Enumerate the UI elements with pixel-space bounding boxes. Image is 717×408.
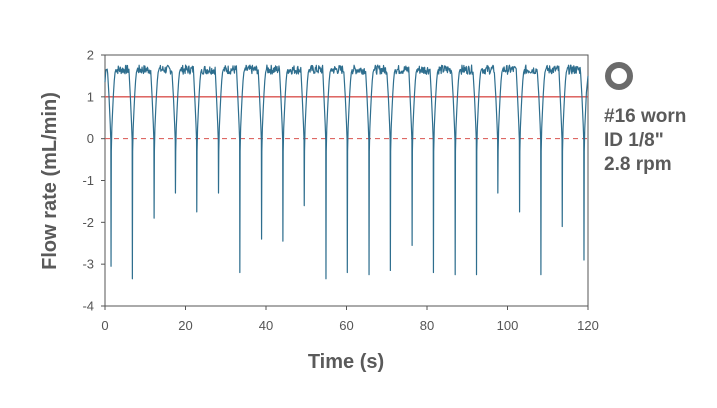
tube-annotation: #16 worn ID 1/8" 2.8 rpm (604, 105, 714, 177)
y-tick-label: -4 (82, 299, 94, 314)
x-tick-label: 100 (497, 318, 519, 333)
x-axis-ticks: 0 20 40 60 80 100 120 (101, 306, 599, 333)
x-tick-label: 20 (178, 318, 192, 333)
x-tick-label: 80 (420, 318, 434, 333)
x-axis-title: Time (s) (308, 351, 384, 373)
y-tick-label: 0 (87, 131, 94, 146)
y-tick-label: 1 (87, 89, 94, 104)
ring-icon (605, 62, 633, 90)
y-tick-label: -3 (82, 257, 94, 272)
speed-label: 2.8 rpm (604, 154, 672, 175)
y-tick-label: -2 (82, 215, 94, 230)
legend-panel: #16 worn ID 1/8" 2.8 rpm (604, 62, 714, 177)
tube-label: #16 worn (604, 106, 687, 127)
y-axis-ticks: -4 -3 -2 -1 0 1 2 (82, 48, 105, 314)
inner-diameter-label: ID 1/8" (604, 130, 664, 151)
x-tick-label: 120 (577, 318, 599, 333)
flow-rate-series-line (104, 64, 589, 280)
x-tick-label: 60 (339, 318, 353, 333)
y-tick-label: 2 (87, 48, 94, 63)
x-tick-label: 40 (259, 318, 273, 333)
y-axis-title: Flow rate (mL/min) (39, 92, 61, 270)
y-tick-label: -1 (82, 173, 94, 188)
x-tick-label: 0 (101, 318, 108, 333)
